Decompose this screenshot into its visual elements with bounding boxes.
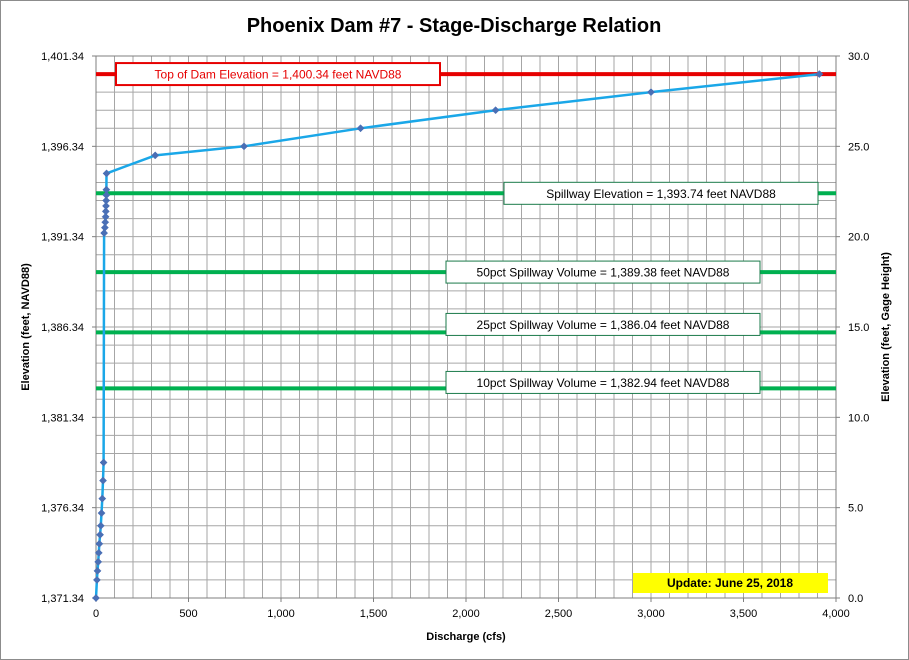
data-point: [97, 509, 106, 518]
data-point: [491, 106, 500, 115]
reference-label: 25pct Spillway Volume = 1,386.04 feet NA…: [445, 312, 761, 336]
y-left-tick-label: 1,386.34: [41, 322, 84, 334]
y-left-tick-label: 1,381.34: [41, 412, 84, 424]
data-point: [93, 566, 102, 575]
reference-label-text: 50pct Spillway Volume = 1,389.38 feet NA…: [477, 266, 730, 280]
x-axis-title: Discharge (cfs): [426, 631, 506, 643]
reference-label: 50pct Spillway Volume = 1,389.38 feet NA…: [445, 260, 761, 284]
data-point: [101, 207, 110, 216]
data-point: [92, 575, 101, 584]
data-point: [98, 494, 107, 503]
y-right-tick-label: 30.0: [848, 51, 869, 63]
chart-title: Phoenix Dam #7 - Stage-Discharge Relatio…: [247, 15, 662, 37]
reference-label: 10pct Spillway Volume = 1,382.94 feet NA…: [445, 370, 761, 394]
x-tick-label: 3,500: [730, 608, 758, 620]
reference-label-text: Spillway Elevation = 1,393.74 feet NAVD8…: [546, 187, 776, 201]
y-axis-left-title: Elevation (feet, NAVD88): [20, 263, 32, 391]
reference-label-text: 10pct Spillway Volume = 1,382.94 feet NA…: [477, 376, 730, 390]
x-tick-label: 2,500: [545, 608, 573, 620]
data-point: [95, 539, 104, 548]
data-point: [102, 201, 110, 210]
update-note-text: Update: June 25, 2018: [667, 576, 793, 590]
reference-label-text: Top of Dam Elevation = 1,400.34 feet NAV…: [155, 68, 402, 82]
y-left-tick-label: 1,401.34: [41, 51, 84, 63]
y-right-tick-label: 25.0: [848, 141, 869, 153]
reference-label: Spillway Elevation = 1,393.74 feet NAVD8…: [503, 181, 819, 205]
update-note-box: [633, 573, 828, 593]
x-tick-label: 2,000: [452, 608, 480, 620]
x-tick-label: 4,000: [822, 608, 850, 620]
rating-curve-line: [94, 72, 820, 599]
data-point: [99, 476, 107, 485]
data-point: [92, 594, 100, 602]
data-point: [101, 212, 110, 221]
data-point: [100, 223, 109, 232]
y-left-tick-label: 1,396.34: [41, 141, 84, 153]
data-point: [94, 548, 103, 557]
data-point: [151, 151, 160, 160]
y-right-tick-label: 15.0: [848, 322, 869, 334]
data-point: [647, 88, 655, 97]
x-tick-label: 3,000: [637, 608, 665, 620]
y-right-tick-label: 20.0: [848, 232, 869, 244]
data-point: [102, 169, 111, 178]
data-point: [99, 458, 108, 467]
data-point: [102, 191, 111, 200]
x-tick-label: 500: [179, 608, 197, 620]
data-point: [102, 185, 111, 194]
reference-labels: Top of Dam Elevation = 1,400.34 feet NAV…: [115, 62, 819, 394]
y-axis-right-ticks: 0.0 5.0 10.0 15.0 20.0 25.0 30.0: [836, 51, 869, 605]
reference-label-box: [445, 312, 761, 336]
data-point: [101, 218, 110, 227]
reference-label: Top of Dam Elevation = 1,400.34 feet NAV…: [115, 62, 441, 87]
x-tick-label: 0: [93, 608, 99, 620]
reference-label-box: [503, 181, 819, 205]
y-left-tick-label: 1,376.34: [41, 503, 84, 515]
data-point: [815, 70, 824, 79]
y-left-tick-label: 1,371.34: [41, 593, 84, 605]
data-point: [356, 124, 365, 133]
rating-curve: [92, 70, 824, 602]
y-right-tick-label: 0.0: [848, 593, 863, 605]
x-axis-ticks: 0 500 1,000 1,500 2,000 2,500 3,000 3,500 4,000: [93, 598, 850, 620]
y-axis-right-title: Elevation (feet, Gage Height): [880, 252, 892, 402]
reference-label-text: 25pct Spillway Volume = 1,386.04 feet NA…: [477, 318, 730, 332]
data-point: [102, 196, 111, 205]
x-tick-label: 1,500: [360, 608, 388, 620]
data-point: [96, 521, 105, 530]
reference-label-box: [115, 62, 441, 87]
x-tick-label: 1,000: [267, 608, 295, 620]
reference-label-box: [445, 370, 761, 394]
update-note: Update: June 25, 2018: [633, 573, 828, 593]
data-point: [94, 557, 103, 566]
data-point: [100, 229, 109, 238]
y-right-tick-label: 5.0: [848, 503, 863, 515]
data-point: [96, 530, 105, 539]
y-axis-left-ticks: 1,371.34 1,376.34 1,381.34 1,386.34 1,391.34…: [41, 51, 96, 605]
y-right-tick-label: 10.0: [848, 412, 869, 424]
data-point: [240, 142, 248, 151]
reference-label-box: [445, 260, 761, 284]
y-left-tick-label: 1,391.34: [41, 232, 84, 244]
